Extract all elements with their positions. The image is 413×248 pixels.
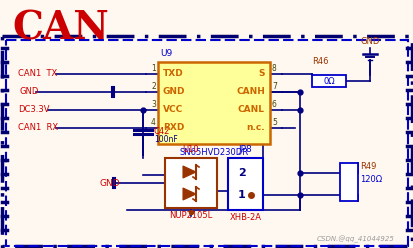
Text: 2: 2 bbox=[151, 82, 156, 91]
Text: 2: 2 bbox=[237, 168, 245, 178]
Text: CSDN.@qq_41044925: CSDN.@qq_41044925 bbox=[316, 236, 394, 243]
Text: SN65HVD230DR: SN65HVD230DR bbox=[179, 148, 248, 157]
Text: 0Ω: 0Ω bbox=[323, 76, 334, 86]
Text: U9: U9 bbox=[159, 49, 172, 58]
Text: GND: GND bbox=[163, 88, 185, 96]
Text: U10: U10 bbox=[182, 145, 199, 154]
Text: VCC: VCC bbox=[163, 105, 183, 115]
Text: 5: 5 bbox=[271, 118, 276, 127]
Text: CAN1  RX: CAN1 RX bbox=[18, 124, 58, 132]
Bar bbox=[158, 62, 269, 144]
Text: JP8: JP8 bbox=[238, 145, 252, 154]
Text: RXD: RXD bbox=[163, 124, 184, 132]
Text: 1: 1 bbox=[151, 64, 156, 73]
Text: 3: 3 bbox=[151, 100, 156, 109]
Text: 100nF: 100nF bbox=[154, 135, 177, 144]
Bar bbox=[2, 36, 411, 246]
Bar bbox=[311, 75, 345, 87]
Bar bbox=[165, 158, 216, 208]
Text: CAN: CAN bbox=[12, 9, 109, 47]
Text: GND: GND bbox=[100, 179, 120, 187]
Text: C42: C42 bbox=[154, 127, 170, 136]
Bar bbox=[6, 40, 407, 246]
Text: 7: 7 bbox=[271, 82, 276, 91]
Polygon shape bbox=[183, 188, 195, 200]
Text: 8: 8 bbox=[271, 64, 276, 73]
Text: NUP2105L: NUP2105L bbox=[169, 211, 212, 220]
Text: S: S bbox=[258, 69, 264, 79]
Text: 6: 6 bbox=[271, 100, 276, 109]
Text: 4: 4 bbox=[151, 118, 156, 127]
Text: CANH: CANH bbox=[235, 88, 264, 96]
Text: TXD: TXD bbox=[163, 69, 183, 79]
Text: R49: R49 bbox=[359, 162, 375, 171]
Text: CAN1  TX: CAN1 TX bbox=[18, 69, 57, 79]
Text: DC3.3V: DC3.3V bbox=[18, 105, 50, 115]
Polygon shape bbox=[183, 166, 195, 178]
Text: XHB-2A: XHB-2A bbox=[229, 213, 261, 222]
Bar bbox=[339, 163, 357, 201]
Text: 1: 1 bbox=[237, 190, 245, 200]
Text: GND: GND bbox=[20, 88, 39, 96]
Text: GND: GND bbox=[359, 37, 379, 46]
Bar bbox=[228, 158, 262, 210]
Text: n.c.: n.c. bbox=[246, 124, 264, 132]
Text: R46: R46 bbox=[311, 57, 328, 66]
Text: CANL: CANL bbox=[237, 105, 264, 115]
Text: 120Ω: 120Ω bbox=[359, 175, 381, 184]
